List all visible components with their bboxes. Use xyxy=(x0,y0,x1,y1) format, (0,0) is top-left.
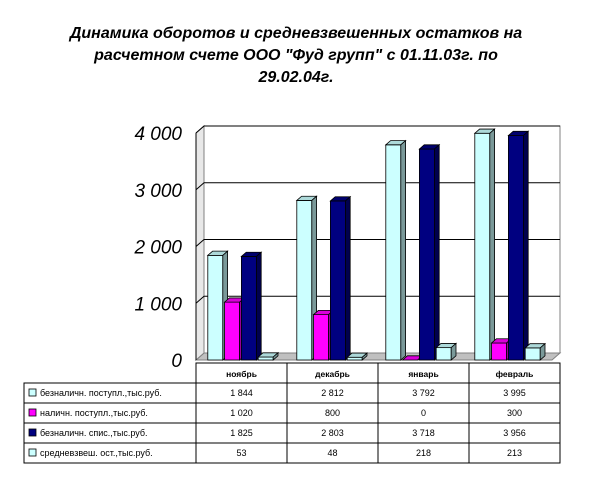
gridline xyxy=(195,182,560,191)
data-label: 213 xyxy=(507,448,522,458)
bar-side xyxy=(344,195,351,361)
legend-key xyxy=(28,388,37,397)
y-tick-label: 0 xyxy=(171,351,182,372)
data-label: 2 803 xyxy=(321,428,344,438)
chart-title: Динамика оборотов и средневзвешенных ост… xyxy=(68,25,522,86)
x-tick-label: январь xyxy=(408,369,438,379)
legend-entry: средневзвеш. ост.,тыс.руб. xyxy=(40,448,153,458)
y-axis: 0 1 000 2 000 3 000 4 000 xyxy=(133,124,197,372)
data-label: 3 956 xyxy=(503,428,526,438)
gridline xyxy=(195,295,560,304)
bar-side xyxy=(489,128,496,361)
bar-side xyxy=(433,143,440,361)
bar-front xyxy=(224,301,241,361)
legend-key xyxy=(28,428,37,437)
y-tick-label: 3 000 xyxy=(134,181,182,202)
bar-front xyxy=(240,256,257,361)
legend-entry: наличн. поступл.,тыс.руб. xyxy=(40,408,148,418)
bar-side xyxy=(255,251,262,361)
data-label: 3 995 xyxy=(503,388,526,398)
bar-side xyxy=(361,352,368,361)
bar-front xyxy=(418,148,435,361)
data-label: 3 718 xyxy=(412,428,435,438)
data-label: 300 xyxy=(507,408,522,418)
chart-title-line-1: Динамика оборотов и средневзвешенных ост… xyxy=(68,25,522,42)
data-label: 800 xyxy=(325,408,340,418)
y-tick-label: 1 000 xyxy=(134,294,182,315)
bar xyxy=(473,128,496,361)
plot-area xyxy=(194,124,562,362)
bar xyxy=(524,342,547,361)
x-tick-label: декабрь xyxy=(315,369,350,379)
bar-front xyxy=(313,314,330,361)
bar-front xyxy=(329,200,346,361)
bar-side xyxy=(539,342,546,361)
bar-side xyxy=(400,139,407,361)
bar-side xyxy=(450,342,457,361)
legend-entry: безналичн. поступл.,тыс.руб. xyxy=(40,388,162,398)
bar-front xyxy=(507,135,524,361)
y-tick-label: 2 000 xyxy=(133,238,182,259)
bar xyxy=(435,342,458,361)
legend-key xyxy=(28,448,37,457)
bar xyxy=(295,195,318,361)
data-label: 48 xyxy=(327,448,337,458)
data-table: ноябрь декабрь январь февраль безналичн. пос… xyxy=(23,362,561,464)
bar xyxy=(329,195,352,361)
data-label: 0 xyxy=(421,408,426,418)
bar xyxy=(384,139,407,361)
data-label: 53 xyxy=(236,448,246,458)
bar-front xyxy=(524,347,541,361)
gridline xyxy=(195,125,560,134)
data-label: 2 812 xyxy=(321,388,344,398)
bar xyxy=(507,130,530,361)
data-label: 1 825 xyxy=(230,428,253,438)
bar-front xyxy=(296,200,313,361)
chart-title-line-2: расчетном счете ООО "Фуд групп" с 01.11.… xyxy=(93,47,498,64)
bar xyxy=(418,143,441,361)
data-label: 1 844 xyxy=(230,388,253,398)
gridline xyxy=(195,239,560,247)
bar-front xyxy=(385,144,402,361)
data-label: 3 792 xyxy=(412,388,435,398)
bar xyxy=(257,351,280,361)
bar-front xyxy=(435,347,452,361)
chart-title-line-3: 29.02.04г. xyxy=(257,69,333,86)
x-tick-label: февраль xyxy=(496,369,534,379)
bar xyxy=(206,250,229,361)
legend-entry: безналичн. спис.,тыс.руб. xyxy=(40,428,148,438)
data-label: 1 020 xyxy=(230,408,253,418)
bar xyxy=(346,352,369,361)
y-tick-label: 4 000 xyxy=(134,124,182,145)
bar-front xyxy=(346,356,363,361)
bar-side xyxy=(523,130,529,361)
bar-front xyxy=(257,356,274,361)
bar xyxy=(240,251,263,361)
x-tick-label: ноябрь xyxy=(226,369,257,379)
bar-side xyxy=(272,351,279,361)
bar-front xyxy=(207,254,224,361)
bar-front xyxy=(474,132,491,361)
bar-front xyxy=(491,342,508,361)
legend-key xyxy=(28,408,37,417)
data-label: 218 xyxy=(416,448,431,458)
